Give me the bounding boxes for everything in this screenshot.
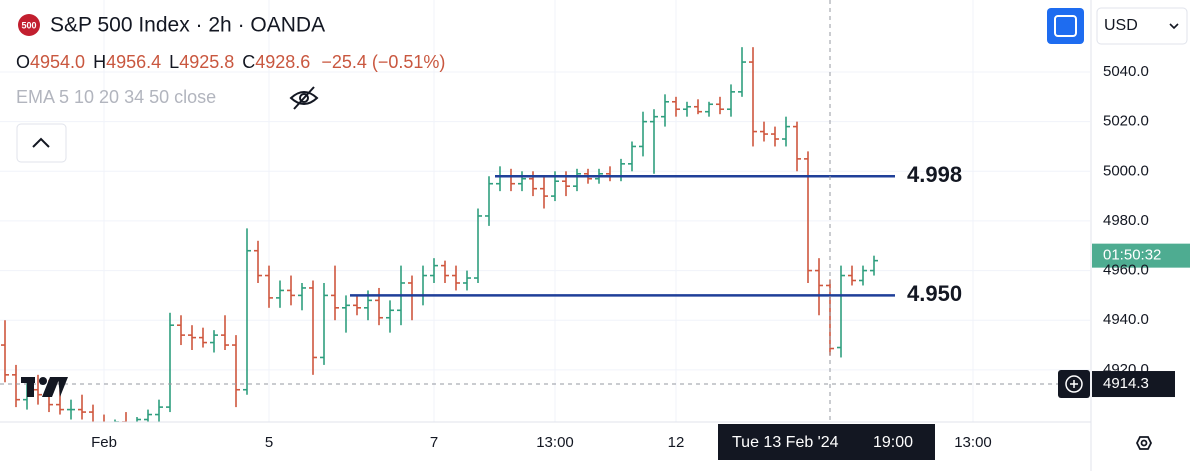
crosshair-time-badge — [718, 424, 935, 460]
x-tick-label: 13:00 — [536, 434, 574, 451]
grid — [0, 0, 1090, 422]
x-tick-label: 7 — [430, 434, 438, 451]
ohlc-value: 4956.4 — [106, 52, 161, 72]
y-tick-label: 5040.0 — [1103, 63, 1149, 80]
tradingview-logo — [21, 377, 68, 397]
x-tick-label: 12 — [668, 434, 685, 451]
countdown-label: 01:50:32 — [1103, 247, 1161, 264]
badge-text: 500 — [21, 20, 36, 30]
y-tick-label: 5000.0 — [1103, 162, 1149, 179]
currency-select[interactable]: USD — [1096, 7, 1188, 45]
ohlc-value: 4925.8 — [179, 52, 234, 72]
hide-icon[interactable] — [289, 86, 319, 110]
ohlc-key: H — [93, 52, 106, 72]
ohlc-key: C — [242, 52, 255, 72]
ohlc-value: 4954.0 — [30, 52, 85, 72]
ohlc-key: O — [16, 52, 30, 72]
fullscreen-button[interactable] — [1047, 8, 1084, 44]
settings-button[interactable] — [1135, 436, 1153, 450]
symbol-badge — [18, 14, 40, 36]
price-change: −25.4 (−0.51%) — [321, 52, 445, 72]
indicator-legend[interactable]: EMA 5 10 20 34 50 close — [16, 87, 216, 107]
crosshair-time-label: 19:00 — [873, 434, 913, 451]
plus-icon — [1070, 380, 1078, 389]
ohlc-key: L — [169, 52, 179, 72]
countdown-badge — [1092, 243, 1190, 268]
y-tick-label: 5020.0 — [1103, 113, 1149, 130]
x-tick-label: 5 — [265, 434, 273, 451]
ohlc-legend: O4954.0 H4956.4 L4925.8 C4928.6 −25.4 (−… — [16, 52, 445, 72]
collapse-button[interactable] — [16, 123, 67, 163]
horizontal-line-label: 4.950 — [907, 281, 962, 306]
currency-label: USD — [1104, 17, 1138, 34]
y-tick-label: 4920.0 — [1103, 361, 1149, 378]
horizontal-line-label: 4.998 — [907, 162, 962, 187]
symbol-title: S&P 500 Index · 2h · OANDA — [50, 14, 325, 37]
y-tick-label: 4960.0 — [1103, 262, 1149, 279]
plus-icon — [1065, 375, 1083, 393]
crosshair-date-label: Tue 13 Feb '24 — [732, 434, 839, 451]
crosshair-price-label: 4914.3 — [1103, 375, 1149, 392]
x-tick-label: 13:00 — [954, 434, 992, 451]
overlay: 4.998 4.950 4914.3 Tue 13 Feb '24 19:00 01:50… — [0, 0, 1190, 460]
ohlc-value: 4928.6 — [255, 52, 310, 72]
y-tick-label: 4980.0 — [1103, 212, 1149, 229]
crosshair-price-badge — [1092, 371, 1175, 398]
y-tick-label: 4940.0 — [1103, 311, 1149, 328]
x-tick-label: Feb — [91, 434, 117, 451]
